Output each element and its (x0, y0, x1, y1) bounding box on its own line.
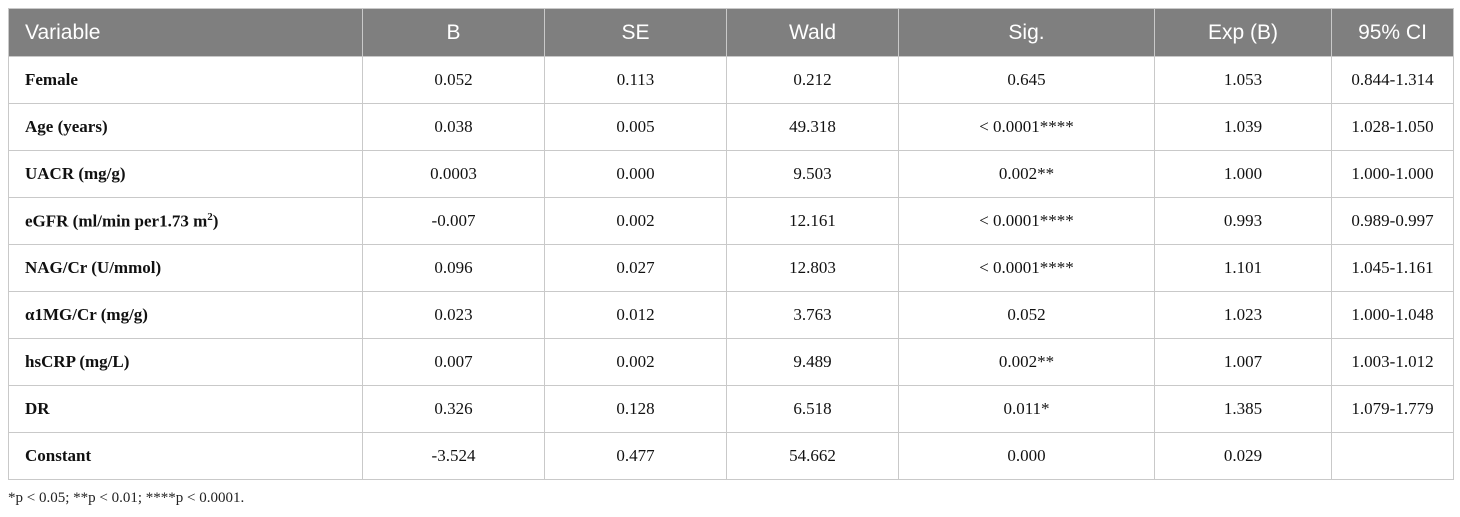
cell-wald: 6.518 (726, 385, 899, 433)
cell-b: 0.007 (362, 338, 545, 386)
header-b: B (362, 8, 545, 57)
header-ci: 95% CI (1331, 8, 1454, 57)
cell-ci: 1.000-1.000 (1331, 150, 1454, 198)
header-wald: Wald (726, 8, 899, 57)
cell-se: 0.002 (544, 338, 727, 386)
variable-label: eGFR (ml/min per1.73 m (25, 211, 208, 231)
variable-label: UACR (mg/g) (25, 164, 126, 183)
cell-variable: DR (8, 385, 363, 433)
table-row: NAG/Cr (U/mmol) 0.096 0.027 12.803 < 0.0001*… (8, 244, 1454, 292)
cell-wald: 49.318 (726, 103, 899, 151)
table-row: Constant -3.524 0.477 54.662 0.000 0.029 (8, 432, 1454, 480)
variable-superscript: 2 (207, 210, 213, 223)
cell-ci: 1.028-1.050 (1331, 103, 1454, 151)
variable-label: hsCRP (mg/L) (25, 352, 130, 371)
cell-ci (1331, 432, 1454, 480)
cell-se: 0.113 (544, 56, 727, 104)
table-row: DR 0.326 0.128 6.518 0.011* 1.385 1.079-1.779 (8, 385, 1454, 433)
cell-b: 0.0003 (362, 150, 545, 198)
cell-sig: < 0.0001**** (898, 197, 1155, 245)
regression-table: Variable B SE Wald Sig. Exp (B) 95% CI F… (8, 8, 1454, 480)
cell-ci: 1.003-1.012 (1331, 338, 1454, 386)
cell-expb: 1.000 (1154, 150, 1332, 198)
cell-sig: < 0.0001**** (898, 244, 1155, 292)
table-row: eGFR (ml/min per1.73 m2) -0.007 0.002 12.16… (8, 197, 1454, 245)
table-header: Variable B SE Wald Sig. Exp (B) 95% CI (8, 8, 1454, 57)
cell-se: 0.027 (544, 244, 727, 292)
header-sig: Sig. (898, 8, 1155, 57)
cell-variable: hsCRP (mg/L) (8, 338, 363, 386)
cell-b: 0.096 (362, 244, 545, 292)
cell-wald: 12.161 (726, 197, 899, 245)
cell-sig: 0.011* (898, 385, 1155, 433)
cell-se: 0.012 (544, 291, 727, 339)
cell-b: -0.007 (362, 197, 545, 245)
variable-label: α1MG/Cr (mg/g) (25, 305, 148, 324)
cell-variable: Constant (8, 432, 363, 480)
cell-se: 0.128 (544, 385, 727, 433)
header-row: Variable B SE Wald Sig. Exp (B) 95% CI (8, 8, 1454, 57)
cell-variable: eGFR (ml/min per1.73 m2) (8, 197, 363, 245)
cell-expb: 1.101 (1154, 244, 1332, 292)
cell-wald: 3.763 (726, 291, 899, 339)
cell-ci: 1.079-1.779 (1331, 385, 1454, 433)
cell-wald: 9.503 (726, 150, 899, 198)
variable-label: Female (25, 70, 78, 89)
cell-ci: 0.989-0.997 (1331, 197, 1454, 245)
header-expb: Exp (B) (1154, 8, 1332, 57)
cell-ci: 0.844-1.314 (1331, 56, 1454, 104)
cell-b: 0.052 (362, 56, 545, 104)
table-row: UACR (mg/g) 0.0003 0.000 9.503 0.002** 1.000 1… (8, 150, 1454, 198)
table-row: Female 0.052 0.113 0.212 0.645 1.053 0.844-1.3… (8, 56, 1454, 104)
cell-expb: 0.993 (1154, 197, 1332, 245)
cell-se: 0.002 (544, 197, 727, 245)
cell-expb: 1.385 (1154, 385, 1332, 433)
cell-ci: 1.000-1.048 (1331, 291, 1454, 339)
cell-b: -3.524 (362, 432, 545, 480)
cell-se: 0.477 (544, 432, 727, 480)
cell-sig: 0.052 (898, 291, 1155, 339)
cell-expb: 1.007 (1154, 338, 1332, 386)
cell-sig: 0.000 (898, 432, 1155, 480)
cell-se: 0.000 (544, 150, 727, 198)
cell-sig: 0.645 (898, 56, 1155, 104)
cell-expb: 1.023 (1154, 291, 1332, 339)
cell-b: 0.023 (362, 291, 545, 339)
cell-variable: UACR (mg/g) (8, 150, 363, 198)
cell-variable: NAG/Cr (U/mmol) (8, 244, 363, 292)
cell-se: 0.005 (544, 103, 727, 151)
variable-label: Constant (25, 446, 92, 465)
cell-wald: 9.489 (726, 338, 899, 386)
variable-label: NAG/Cr (U/mmol) (25, 258, 162, 277)
header-se: SE (544, 8, 727, 57)
table-row: Age (years) 0.038 0.005 49.318 < 0.0001**** 1… (8, 103, 1454, 151)
cell-sig: < 0.0001**** (898, 103, 1155, 151)
cell-b: 0.326 (362, 385, 545, 433)
cell-sig: 0.002** (898, 338, 1155, 386)
variable-label: Age (years) (25, 117, 108, 136)
cell-sig: 0.002** (898, 150, 1155, 198)
variable-label: DR (25, 399, 50, 418)
table-body: Female 0.052 0.113 0.212 0.645 1.053 0.844-1.3… (8, 56, 1454, 480)
cell-wald: 0.212 (726, 56, 899, 104)
variable-suffix: ) (212, 211, 219, 231)
regression-table-container: Variable B SE Wald Sig. Exp (B) 95% CI F… (8, 8, 1454, 480)
cell-wald: 54.662 (726, 432, 899, 480)
cell-wald: 12.803 (726, 244, 899, 292)
table-footnote: *p < 0.05; **p < 0.01; ****p < 0.0001. (8, 490, 245, 506)
cell-expb: 0.029 (1154, 432, 1332, 480)
cell-ci: 1.045-1.161 (1331, 244, 1454, 292)
header-variable: Variable (8, 8, 363, 57)
cell-variable: Female (8, 56, 363, 104)
cell-b: 0.038 (362, 103, 545, 151)
cell-variable: Age (years) (8, 103, 363, 151)
table-row: hsCRP (mg/L) 0.007 0.002 9.489 0.002** 1.007 1… (8, 338, 1454, 386)
cell-variable: α1MG/Cr (mg/g) (8, 291, 363, 339)
table-row: α1MG/Cr (mg/g) 0.023 0.012 3.763 0.052 1.023 1… (8, 291, 1454, 339)
cell-expb: 1.039 (1154, 103, 1332, 151)
cell-expb: 1.053 (1154, 56, 1332, 104)
